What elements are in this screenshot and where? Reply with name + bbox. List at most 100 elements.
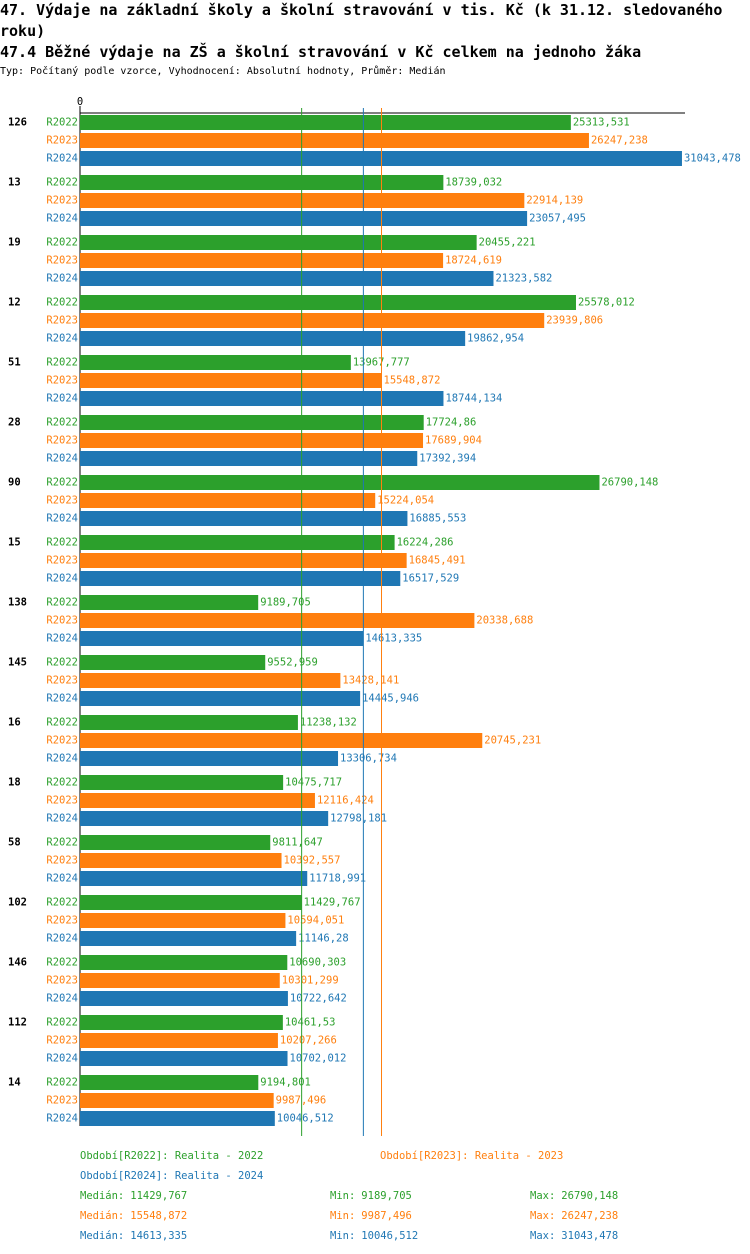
value-label: 26790,148: [601, 477, 658, 489]
value-label: 11146,28: [298, 933, 349, 945]
bar: [80, 295, 576, 310]
bar: [80, 373, 382, 388]
stat-name: Medián:: [80, 1230, 124, 1242]
series-label: R2024: [46, 573, 78, 585]
value-label: 17689,904: [425, 435, 482, 447]
series-label: R2022: [46, 777, 78, 789]
bar: [80, 193, 525, 208]
series-label: R2023: [46, 555, 78, 567]
series-label: R2023: [46, 855, 78, 867]
bar: [80, 253, 444, 268]
series-label: R2024: [46, 453, 78, 465]
stat-text: Min: 9189,705: [330, 1190, 412, 1202]
value-label: 11718,991: [309, 873, 366, 885]
bar: [80, 673, 341, 688]
bar: [80, 391, 444, 406]
value-label: 10690,303: [289, 957, 346, 969]
bar: [80, 751, 339, 766]
value-label: 25578,012: [578, 297, 635, 309]
bar: [80, 1033, 278, 1048]
series-label: R2024: [46, 633, 78, 645]
value-label: 23939,806: [546, 315, 603, 327]
bar: [80, 433, 424, 448]
series-label: R2024: [46, 513, 78, 525]
bar: [80, 655, 266, 670]
series-label: R2023: [46, 615, 78, 627]
series-label: R2022: [46, 897, 78, 909]
bar: [80, 931, 297, 946]
series-label: R2022: [46, 117, 78, 129]
value-label: 9194,801: [260, 1077, 311, 1089]
chart-note: Typ: Počítaný podle vzorce, Vyhodnocení:…: [0, 66, 446, 77]
value-label: 20745,231: [484, 735, 541, 747]
series-label: R2022: [46, 237, 78, 249]
value-label: 16224,286: [397, 537, 454, 549]
stat-value: 9987,496: [361, 1210, 412, 1222]
bar: [80, 1075, 259, 1090]
bar: [80, 895, 302, 910]
stat-text: Medián: 15548,872: [80, 1210, 187, 1222]
series-label: R2023: [46, 315, 78, 327]
value-label: 13428,141: [342, 675, 399, 687]
category-label: 16: [8, 717, 21, 729]
bar: [80, 715, 298, 730]
value-label: 10301,299: [282, 975, 339, 987]
bar: [80, 613, 475, 628]
series-label: R2023: [46, 255, 78, 267]
category-label: 19: [8, 237, 21, 249]
bar: [80, 913, 286, 928]
category-label: 14: [8, 1077, 21, 1089]
stat-text: Max: 26247,238: [530, 1210, 618, 1222]
value-label: 12116,424: [317, 795, 374, 807]
stat-value: 26247,238: [561, 1210, 618, 1222]
series-label: R2022: [46, 1017, 78, 1029]
value-label: 18724,619: [445, 255, 502, 267]
value-label: 9552,959: [267, 657, 318, 669]
value-label: 9811,647: [272, 837, 323, 849]
value-label: 10702,012: [290, 1053, 347, 1065]
series-label: R2022: [46, 717, 78, 729]
value-label: 18744,134: [445, 393, 502, 405]
category-label: 90: [8, 477, 21, 489]
stat-value: 26790,148: [561, 1190, 618, 1202]
stat-value: 31043,478: [561, 1230, 618, 1242]
series-label: R2022: [46, 297, 78, 309]
value-label: 10207,266: [280, 1035, 337, 1047]
stat-name: Medián:: [80, 1190, 124, 1202]
bar: [80, 313, 545, 328]
stat-text: Medián: 11429,767: [80, 1190, 187, 1202]
stat-text: Max: 26790,148: [530, 1190, 618, 1202]
bar: [80, 415, 424, 430]
bar: [80, 151, 682, 166]
series-label: R2022: [46, 417, 78, 429]
stat-value: 11429,767: [130, 1190, 187, 1202]
value-label: 14613,335: [365, 633, 422, 645]
series-label: R2024: [46, 1113, 78, 1125]
bar: [80, 835, 271, 850]
value-label: 16885,553: [409, 513, 466, 525]
x-tick-label: 0: [77, 96, 83, 108]
bar: [80, 973, 280, 988]
value-label: 17724,86: [426, 417, 477, 429]
bar: [80, 175, 444, 190]
stat-text: Medián: 14613,335: [80, 1230, 187, 1242]
legend-entry: Období[R2022]: Realita - 2022: [80, 1150, 263, 1162]
stat-text: Min: 10046,512: [330, 1230, 418, 1242]
series-label: R2022: [46, 657, 78, 669]
bar: [80, 133, 589, 148]
bar: [80, 355, 351, 370]
value-label: 23057,495: [529, 213, 586, 225]
bar: [80, 535, 395, 550]
bar: [80, 571, 401, 586]
bar: [80, 1093, 274, 1108]
bar: [80, 211, 528, 226]
series-label: R2022: [46, 357, 78, 369]
bar: [80, 793, 315, 808]
value-label: 16517,529: [402, 573, 459, 585]
series-label: R2022: [46, 957, 78, 969]
stat-text: Max: 31043,478: [530, 1230, 618, 1242]
category-label: 12: [8, 297, 21, 309]
series-label: R2023: [46, 795, 78, 807]
value-label: 11238,132: [300, 717, 357, 729]
bar: [80, 595, 259, 610]
